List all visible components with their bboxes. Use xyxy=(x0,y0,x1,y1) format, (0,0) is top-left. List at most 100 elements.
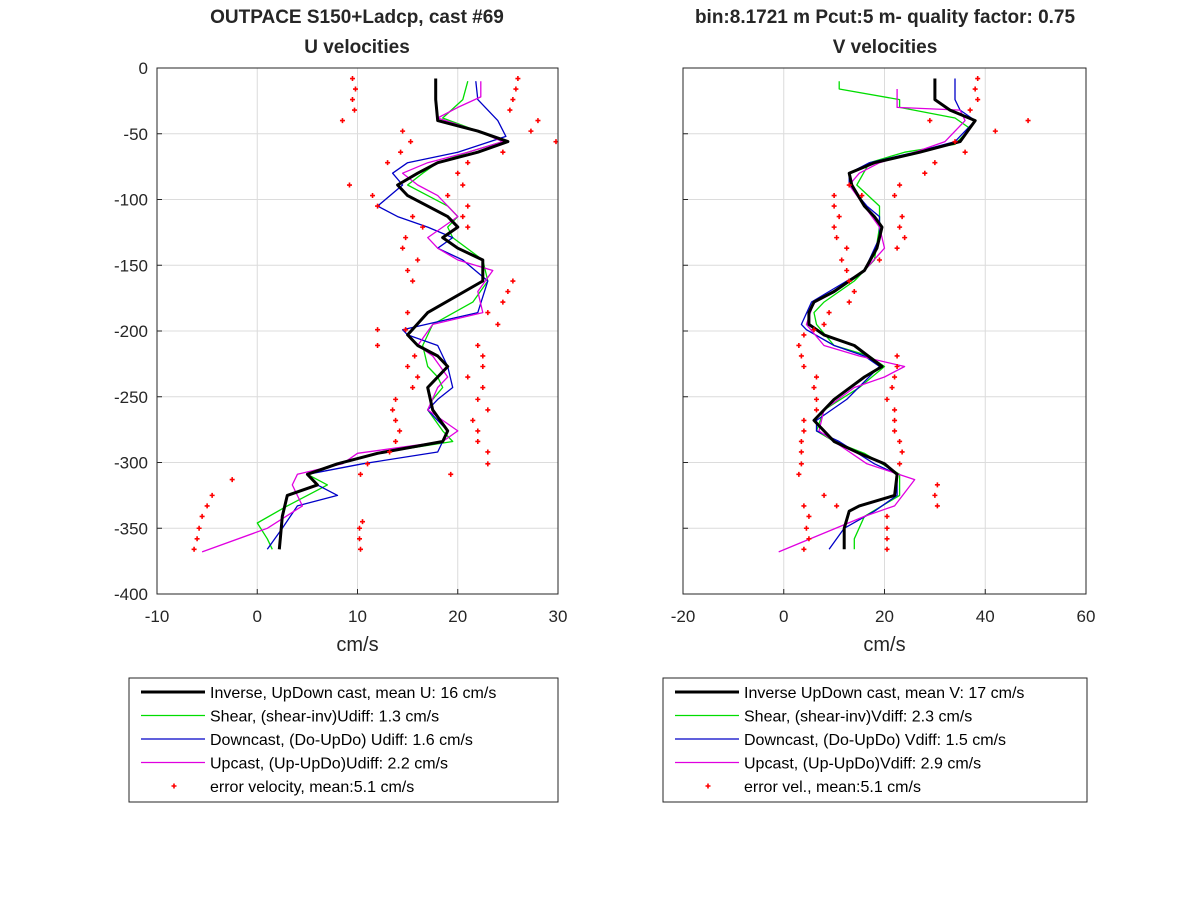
v-error-point xyxy=(801,417,807,423)
u-error-point xyxy=(403,235,409,241)
v-error-point xyxy=(934,503,940,509)
v-error-point xyxy=(932,160,938,166)
u-legend-label: Inverse, UpDown cast, mean U: 16 cm/s xyxy=(210,685,496,702)
u-error-point xyxy=(460,214,466,220)
u-error-point xyxy=(412,353,418,359)
u-error-point xyxy=(375,342,381,348)
u-error-point xyxy=(408,139,414,145)
v-error-point xyxy=(892,193,898,199)
u-error-point xyxy=(199,513,205,519)
u-error-point xyxy=(405,268,411,274)
v-error-point xyxy=(884,525,890,531)
u-error-point xyxy=(415,257,421,263)
u-error-point xyxy=(510,97,516,103)
v-error-point xyxy=(798,438,804,444)
v-error-point xyxy=(831,193,837,199)
u-error-point xyxy=(485,407,491,413)
u-legend-label: error velocity, mean:5.1 cm/s xyxy=(210,779,414,796)
u-x-tick-label: 10 xyxy=(348,607,367,626)
u-error-point xyxy=(357,525,363,531)
v-legend-label: Downcast, (Do-UpDo) Vdiff: 1.5 cm/s xyxy=(744,732,1006,749)
v-error-point xyxy=(894,353,900,359)
v-x-tick-label: 20 xyxy=(875,607,894,626)
u-error-point xyxy=(465,374,471,380)
v-error-point xyxy=(801,546,807,552)
v-error-point xyxy=(899,214,905,220)
u-error-point xyxy=(390,407,396,413)
v-error-point xyxy=(892,407,898,413)
u-error-point xyxy=(398,149,404,155)
u-title-line1: OUTPACE S150+Ladcp, cast #69 xyxy=(210,7,504,28)
u-error-point xyxy=(393,396,399,402)
v-error-point xyxy=(927,118,933,124)
v-error-point xyxy=(922,170,928,176)
v-error-point xyxy=(801,503,807,509)
v-legend-box xyxy=(662,677,1088,803)
u-y-tick-label: -350 xyxy=(114,519,148,538)
v-x-tick-label: 0 xyxy=(779,607,788,626)
v-error-point xyxy=(806,513,812,519)
v-error-point xyxy=(962,149,968,155)
u-inverse-line xyxy=(277,78,510,550)
v-error-point xyxy=(798,353,804,359)
u-error-point xyxy=(480,353,486,359)
u-error-point xyxy=(405,364,411,370)
v-error-point xyxy=(834,503,840,509)
v-error-point xyxy=(859,193,865,199)
v-error-point xyxy=(798,461,804,467)
v-y-ticks xyxy=(683,67,688,595)
v-error-point xyxy=(884,396,890,402)
u-y-tick-label: -50 xyxy=(123,125,148,144)
v-series-group xyxy=(778,78,977,553)
v-error-point xyxy=(899,449,905,455)
u-x-tick-label: 30 xyxy=(549,607,568,626)
u-error-point xyxy=(387,449,393,455)
u-error-point xyxy=(358,546,364,552)
v-error-point xyxy=(813,396,819,402)
u-error-point xyxy=(500,149,506,155)
u-error-point xyxy=(480,364,486,370)
v-error-point xyxy=(975,97,981,103)
v-legend-label: Shear, (shear-inv)Vdiff: 2.3 cm/s xyxy=(744,709,972,726)
u-error-point xyxy=(420,224,426,230)
u-error-point xyxy=(196,525,202,531)
u-error-point xyxy=(485,310,491,316)
v-x-ticks: -20 0 20 40 60 xyxy=(671,589,1095,626)
u-x-tick-label: -10 xyxy=(145,607,170,626)
u-error-point xyxy=(465,160,471,166)
v-error-point xyxy=(811,385,817,391)
v-error-point xyxy=(892,428,898,434)
v-error-point xyxy=(801,428,807,434)
v-error-point xyxy=(851,289,857,295)
v-error-point xyxy=(1025,118,1031,124)
v-error-point xyxy=(831,224,837,230)
u-error-point xyxy=(191,546,197,552)
u-error-point xyxy=(475,396,481,402)
u-error-point xyxy=(415,374,421,380)
u-error-point xyxy=(375,203,381,209)
u-error-point xyxy=(480,385,486,391)
v-title-line1: bin:8.1721 m Pcut:5 m- quality factor: 0… xyxy=(695,7,1076,28)
v-shear-line xyxy=(813,81,971,550)
v-error-point xyxy=(801,364,807,370)
u-x-tick-label: 0 xyxy=(253,607,262,626)
v-error-point xyxy=(932,492,938,498)
v-error-point xyxy=(897,461,903,467)
v-legend-label: Upcast, (Up-UpDo)Vdiff: 2.9 cm/s xyxy=(744,756,981,773)
v-error-point xyxy=(897,224,903,230)
u-error-point xyxy=(393,417,399,423)
u-error-points xyxy=(191,76,559,552)
u-error-point xyxy=(358,471,364,477)
u-y-tick-label: -200 xyxy=(114,322,148,341)
u-error-point xyxy=(445,193,451,199)
u-error-point xyxy=(375,327,381,333)
v-error-point xyxy=(839,257,845,263)
v-error-point xyxy=(892,374,898,380)
u-error-point xyxy=(528,128,534,134)
u-legend-label: Shear, (shear-inv)Udiff: 1.3 cm/s xyxy=(210,709,439,726)
u-error-point xyxy=(475,428,481,434)
v-error-point xyxy=(884,536,890,542)
v-error-point xyxy=(892,417,898,423)
v-legend-marker-error xyxy=(705,783,711,789)
u-velocity-panel: -10 0 10 20 30 0-50-100-150-200-250-300-350-… xyxy=(114,7,568,803)
